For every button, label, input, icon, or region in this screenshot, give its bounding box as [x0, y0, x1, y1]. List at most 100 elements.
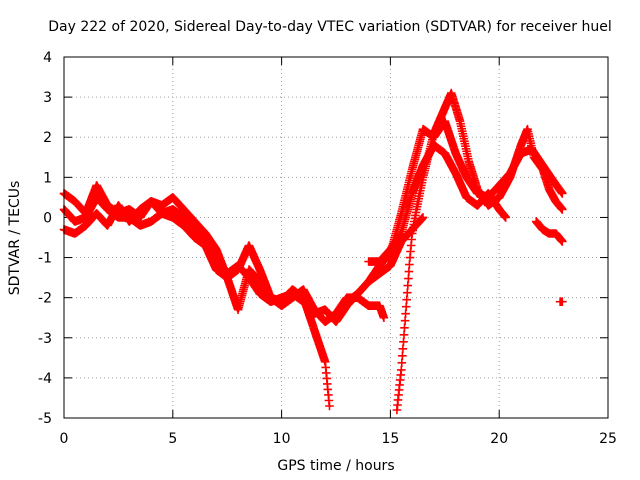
- series-7: [531, 217, 567, 246]
- data-point: [236, 308, 240, 311]
- data-point: [328, 404, 331, 408]
- data-point: [465, 196, 468, 199]
- data-point: [73, 232, 77, 235]
- data-point: [236, 268, 240, 271]
- data-point: [487, 204, 490, 207]
- grid: [64, 57, 608, 418]
- data-point: [149, 200, 153, 203]
- data-point: [526, 128, 529, 131]
- data-point: [215, 248, 218, 251]
- data-point: [476, 188, 479, 191]
- data-point: [226, 276, 229, 279]
- data-point: [356, 292, 359, 295]
- data-point: [323, 308, 327, 311]
- data-point: [458, 120, 462, 123]
- data-point: [139, 216, 142, 219]
- data-point: [389, 264, 392, 267]
- data-point: [454, 172, 457, 175]
- data-point: [382, 316, 386, 319]
- data-point: [247, 244, 251, 247]
- data-point: [467, 160, 470, 163]
- data-point: [117, 204, 120, 207]
- data-point: [432, 132, 436, 135]
- data-point: [345, 300, 349, 303]
- data-point: [139, 208, 142, 211]
- data-point: [476, 204, 479, 207]
- data-point: [504, 216, 507, 219]
- data-point: [323, 320, 327, 323]
- data-point: [561, 208, 564, 211]
- data-point: [280, 304, 283, 307]
- data-point: [465, 176, 468, 179]
- data-point: [443, 152, 446, 155]
- data-point: [421, 164, 425, 167]
- x-tick-label: 15: [381, 431, 399, 447]
- series-7-points: [531, 217, 567, 246]
- data-point: [160, 204, 164, 207]
- data-point: [204, 244, 207, 247]
- data-point: [106, 208, 109, 211]
- data-points: [59, 88, 567, 415]
- y-tick-label: 4: [43, 50, 52, 66]
- data-point: [487, 192, 490, 195]
- x-tick-label: 25: [599, 431, 617, 447]
- data-point: [432, 144, 436, 147]
- data-point: [400, 232, 403, 235]
- data-point: [535, 220, 538, 223]
- y-tick-label: 2: [43, 130, 52, 146]
- series-5: [364, 140, 510, 266]
- data-point: [128, 208, 131, 211]
- series-8: [555, 297, 567, 306]
- y-tick-label: -2: [38, 291, 52, 307]
- data-point: [454, 152, 457, 155]
- data-point: [400, 240, 403, 243]
- data-point: [498, 208, 501, 211]
- data-point: [269, 296, 272, 299]
- data-point: [193, 236, 196, 239]
- data-point: [415, 208, 418, 211]
- data-point: [554, 232, 557, 235]
- data-point: [378, 304, 381, 307]
- data-point: [117, 216, 120, 219]
- y-tick-label: -5: [38, 411, 52, 427]
- y-tick-label: -4: [38, 371, 52, 387]
- x-tick-label: 0: [60, 431, 69, 447]
- data-point: [367, 304, 370, 307]
- y-tick-label: 3: [43, 90, 52, 106]
- data-point: [367, 260, 370, 263]
- data-point: [313, 308, 316, 311]
- data-point: [84, 216, 88, 219]
- data-point: [519, 144, 523, 147]
- y-tick-label: -1: [38, 251, 52, 267]
- data-point: [334, 320, 338, 323]
- data-point: [160, 212, 164, 215]
- data-point: [215, 268, 218, 271]
- data-point: [313, 328, 316, 331]
- data-point: [291, 288, 294, 291]
- data-point: [149, 220, 153, 223]
- plot-frame: [63, 56, 609, 419]
- data-point: [84, 224, 88, 227]
- data-point: [334, 312, 338, 315]
- data-point: [411, 192, 414, 195]
- x-tick-label: 5: [168, 431, 177, 447]
- x-tick-label: 10: [273, 431, 291, 447]
- data-point: [541, 228, 544, 231]
- data-point: [182, 224, 185, 227]
- data-point: [204, 232, 207, 235]
- y-tick-label: 0: [43, 210, 52, 226]
- data-point: [561, 192, 564, 195]
- data-point: [193, 220, 196, 223]
- data-point: [291, 296, 294, 299]
- data-point: [73, 200, 77, 203]
- data-point: [323, 360, 327, 363]
- data-point: [395, 408, 399, 412]
- data-point: [171, 208, 174, 211]
- data-point: [421, 216, 425, 219]
- data-point: [400, 212, 403, 215]
- data-point: [508, 176, 512, 179]
- data-point: [193, 228, 196, 231]
- data-point: [552, 180, 555, 183]
- x-axis-ticks: 0 5 10 15 20 25: [60, 57, 617, 447]
